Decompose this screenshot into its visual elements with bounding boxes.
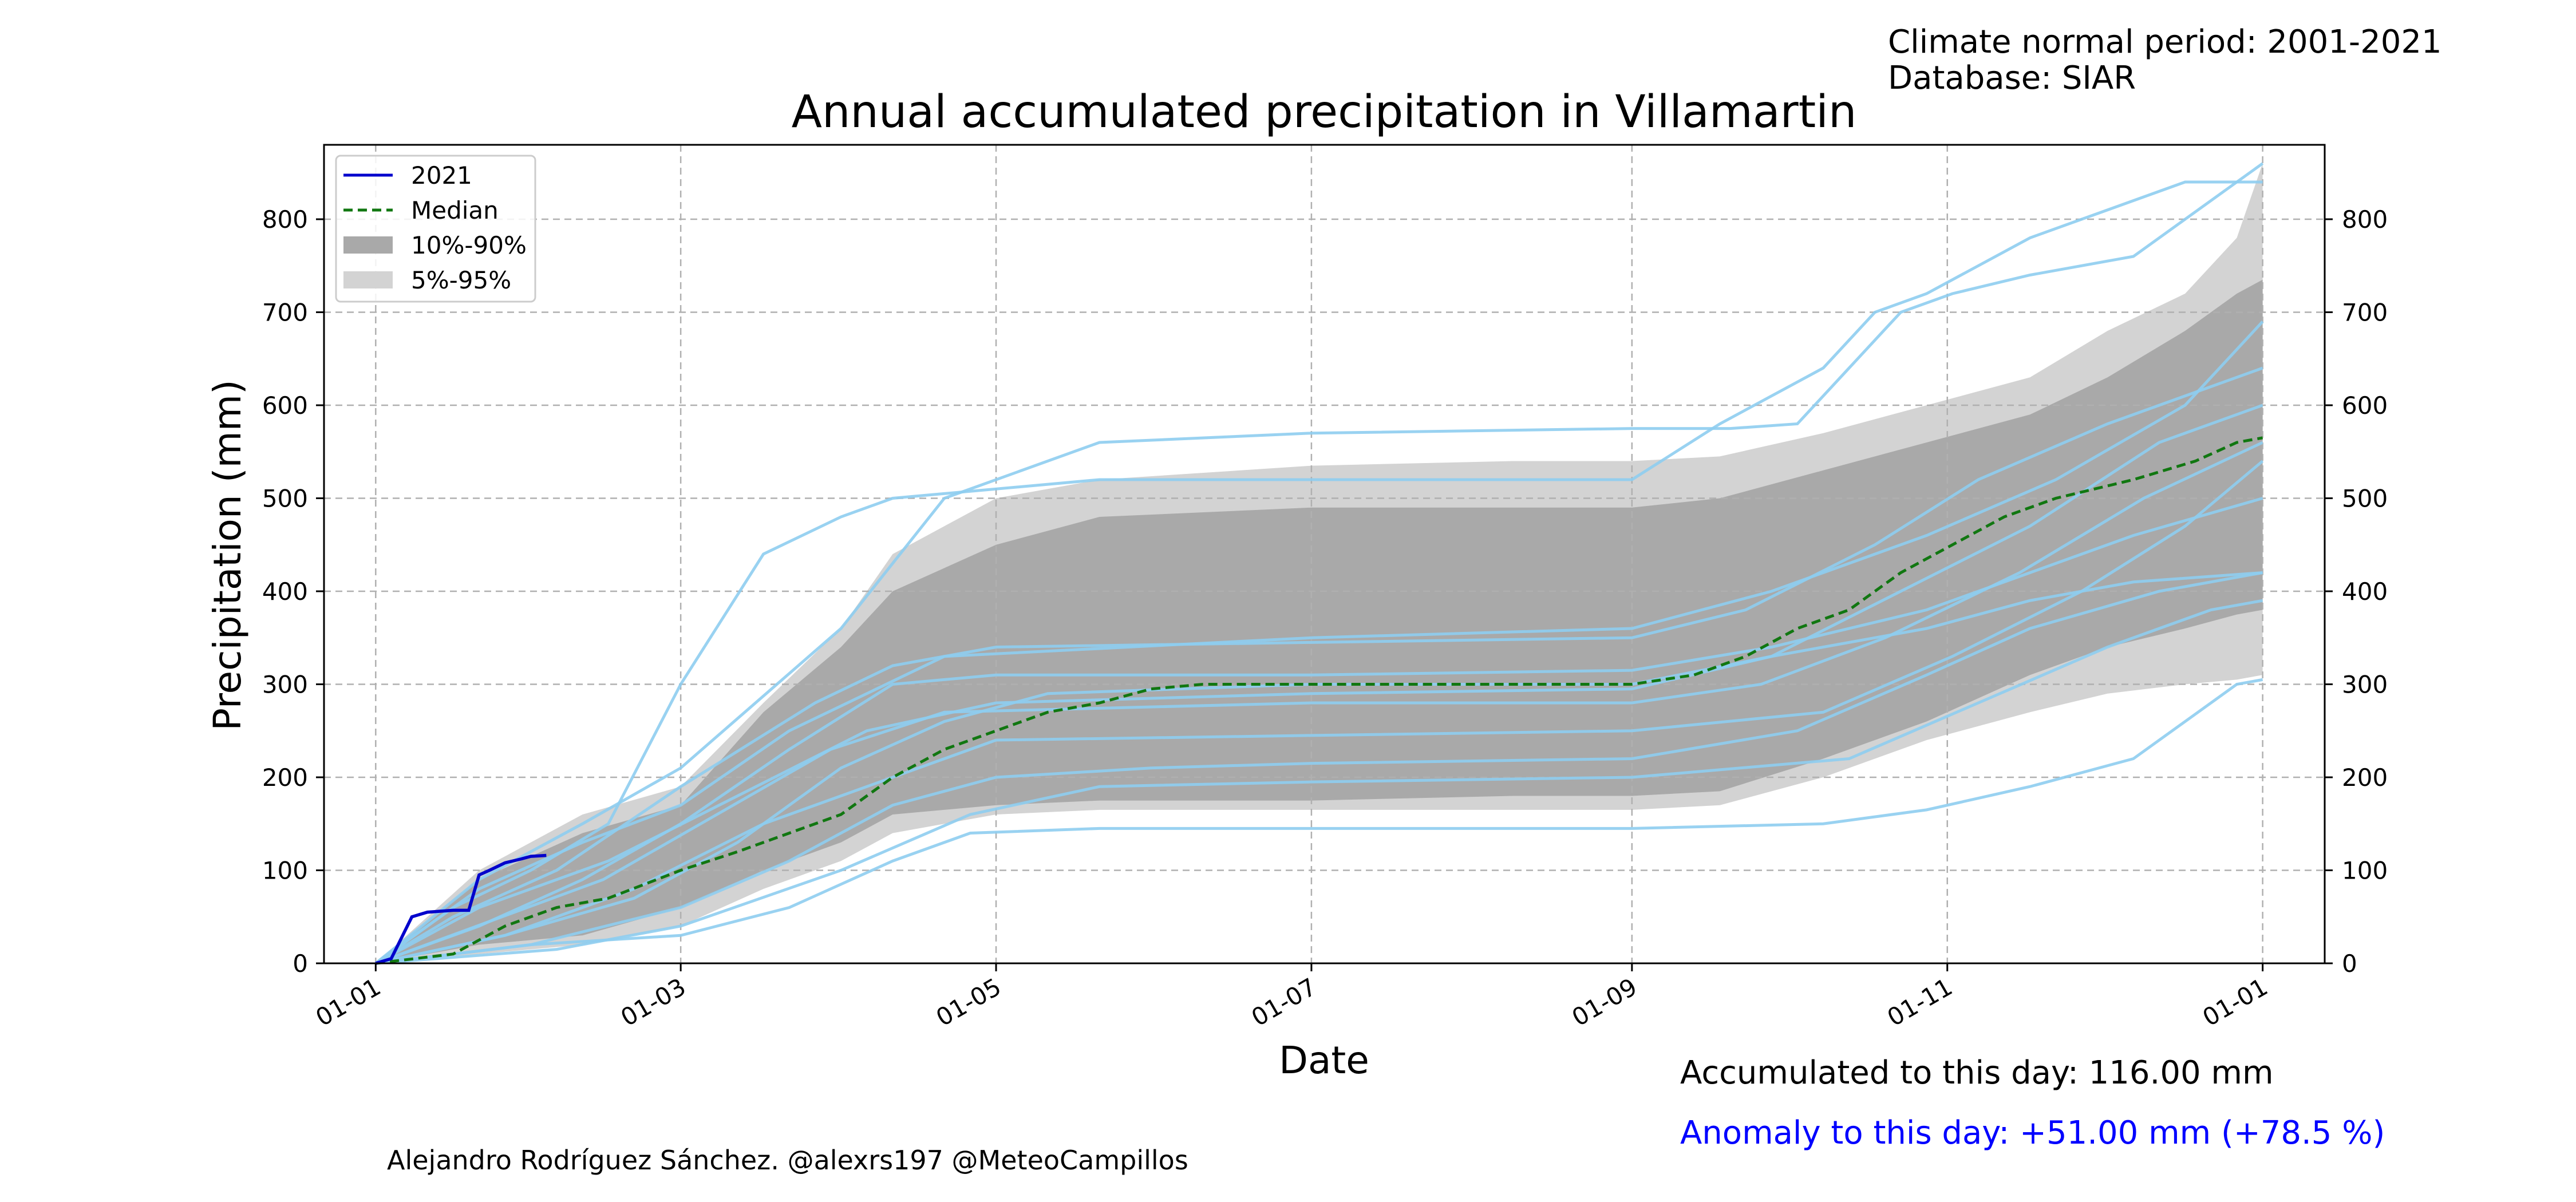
y-tick-label-right: 800 — [2342, 205, 2388, 234]
y-tick-label-right: 400 — [2342, 578, 2388, 606]
legend: 2021 Median 10%-90% 5%-95% — [335, 155, 536, 303]
year-line-7 — [376, 571, 2263, 965]
y-tick-label: 200 — [262, 764, 308, 792]
y-tick-label: 800 — [262, 205, 308, 234]
year-line-3 — [376, 678, 2263, 965]
year-line-1 — [374, 180, 2263, 965]
legend-5-95-label: 5%-95% — [411, 266, 511, 294]
y-tick-label: 300 — [262, 671, 308, 699]
y-axis-label: Precipitation (mm) — [206, 379, 250, 731]
year-line-5 — [375, 571, 2263, 965]
year-line-9 — [375, 460, 2264, 965]
plot-area — [324, 145, 2325, 965]
legend-frame — [335, 155, 536, 303]
y-tick-label-right: 100 — [2342, 857, 2388, 885]
legend-10-90-label: 10%-90% — [411, 231, 527, 259]
legend-5-95-swatch — [343, 271, 393, 288]
median-line — [376, 436, 2263, 965]
y-tick-label: 500 — [262, 485, 308, 513]
y-tick-label-right: 500 — [2342, 485, 2388, 513]
y-tick-label: 0 — [293, 950, 308, 978]
y-tick-label: 700 — [262, 299, 308, 327]
legend-median-label: Median — [411, 196, 499, 224]
author-credit: Alejandro Rodríguez Sánchez. @alexrs197 … — [387, 1145, 1188, 1176]
year-line-8 — [375, 404, 2263, 965]
chart-title: Annual accumulated precipitation in Vill… — [792, 86, 1857, 138]
legend-2021-label: 2021 — [411, 161, 472, 189]
y-tick-label: 100 — [262, 857, 308, 885]
y-tick-label-right: 600 — [2342, 392, 2388, 420]
y-tick-label-right: 700 — [2342, 299, 2388, 327]
y-tick-label-right: 0 — [2342, 950, 2357, 978]
anomaly-stat: Anomaly to this day: +51.00 mm (+78.5 %) — [1680, 1114, 2385, 1152]
year-line-4 — [375, 497, 2263, 965]
y-tick-label: 600 — [262, 392, 308, 420]
y-tick-label-right: 200 — [2342, 764, 2388, 792]
accumulated-stat: Accumulated to this day: 116.00 mm — [1680, 1054, 2274, 1092]
year-line-11 — [376, 599, 2263, 965]
y-tick-label-right: 300 — [2342, 671, 2388, 699]
legend-10-90-swatch — [343, 236, 393, 254]
year-line-2 — [374, 162, 2264, 964]
x-axis-label: Date — [1279, 1038, 1369, 1082]
series-2021-line — [375, 853, 547, 965]
year-line-12 — [375, 441, 2263, 965]
plot-frame — [323, 144, 2326, 964]
normal-period-label: Climate normal period: 2001-2021 — [1888, 23, 2442, 61]
y-tick-label: 400 — [262, 578, 308, 606]
database-label: Database: SIAR — [1888, 60, 2136, 97]
year-line-10 — [374, 321, 2264, 965]
